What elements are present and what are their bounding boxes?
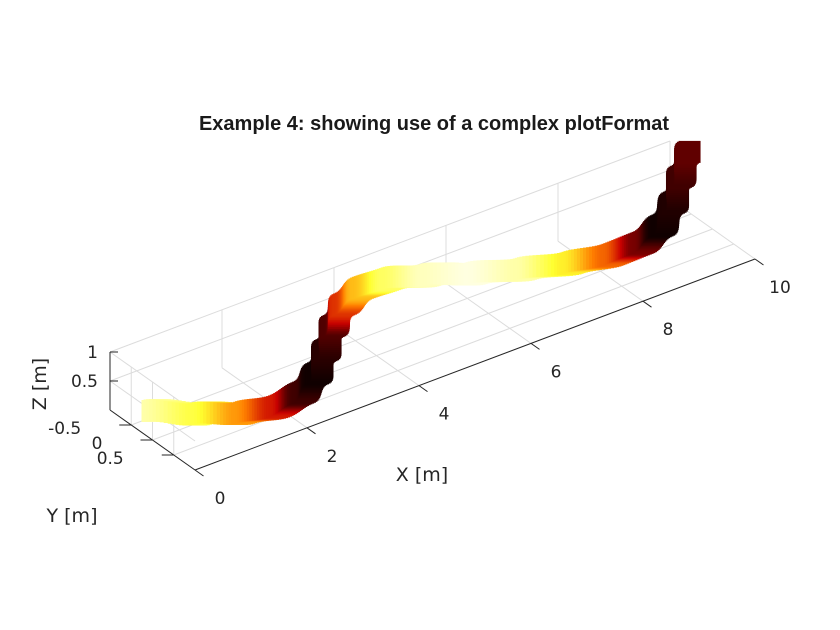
trajectory-series (141, 140, 701, 426)
x-tick-label: 6 (551, 362, 562, 382)
z-axis-label: Z [m] (29, 358, 51, 410)
x-tick-mark (530, 342, 540, 350)
x-tick-label: 0 (215, 489, 226, 509)
y-tick-label: 0.5 (97, 449, 124, 469)
x-tick-label: 2 (327, 447, 338, 467)
trajectory-marker (678, 140, 701, 163)
y-tick-label: -0.5 (48, 419, 81, 439)
y-axis-label: Y [m] (46, 505, 98, 527)
x-tick-mark (642, 300, 652, 308)
x-tick-label: 10 (769, 278, 791, 298)
x-tick-label: 8 (663, 320, 674, 340)
x-axis-label: X [m] (396, 464, 448, 486)
z-tick-label: 1 (87, 343, 98, 363)
x-tick-mark (194, 469, 204, 477)
x-axis-line (194, 258, 756, 471)
x-tick-mark (306, 427, 316, 435)
axes (109, 258, 764, 477)
x-tick-mark (754, 258, 764, 266)
x-tick-label: 4 (439, 405, 450, 425)
y-tick-label: 0 (92, 434, 103, 454)
x-tick-mark (418, 385, 428, 393)
grid-line-wall-z (109, 140, 671, 353)
chart-title: Example 4: showing use of a complex plot… (199, 113, 669, 135)
z-tick-label: 0.5 (71, 372, 98, 392)
